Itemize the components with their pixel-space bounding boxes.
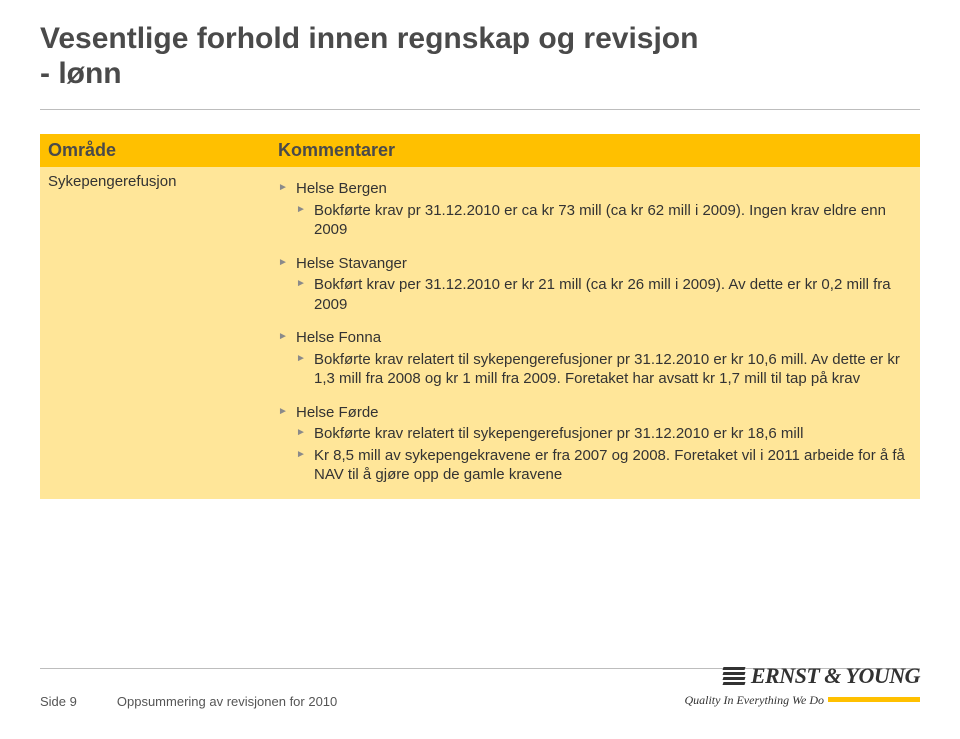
list-item: Bokførte krav pr 31.12.2010 er ca kr 73 … [278, 201, 906, 240]
table-header-right: Kommentarer [270, 134, 920, 167]
ey-logo: ERNST & YOUNG [723, 663, 920, 689]
list-item: Bokført krav per 31.12.2010 er kr 21 mil… [278, 275, 906, 314]
title-rule [40, 109, 920, 110]
list-item: Bokførte krav relatert til sykepengerefu… [278, 350, 906, 389]
table-header-row: Område Kommentarer [40, 134, 920, 167]
list-item: Kr 8,5 mill av sykepengekravene er fra 2… [278, 446, 906, 485]
footer-left: Side 9 Oppsummering av revisjonen for 20… [40, 694, 337, 709]
page-number: Side 9 [40, 694, 77, 709]
title-line2: - lønn [40, 57, 122, 90]
group-header: Helse Førde [278, 403, 906, 423]
ey-logo-block: ERNST & YOUNG Quality In Everything We D… [684, 663, 920, 709]
doc-title: Oppsummering av revisjonen for 2010 [117, 694, 337, 709]
ey-mark-icon [723, 667, 745, 685]
group-header: Helse Stavanger [278, 254, 906, 274]
row-label: Sykepengerefusjon [40, 173, 270, 487]
row-content: Helse Bergen Bokførte krav pr 31.12.2010… [270, 173, 920, 487]
title-line1: Vesentlige forhold innen regnskap og rev… [40, 22, 698, 55]
content-table: Område Kommentarer Sykepengerefusjon Hel… [40, 134, 920, 499]
table-header-left: Område [40, 134, 270, 167]
group-header: Helse Bergen [278, 179, 906, 199]
table-body-row: Sykepengerefusjon Helse Bergen Bokførte … [40, 167, 920, 499]
group-header: Helse Fonna [278, 328, 906, 348]
footer: Side 9 Oppsummering av revisjonen for 20… [40, 663, 920, 709]
ey-name: ERNST & YOUNG [751, 663, 920, 689]
list-item: Bokførte krav relatert til sykepengerefu… [278, 424, 906, 444]
ey-tagline-row: Quality In Everything We Do [684, 691, 920, 709]
page-title: Vesentlige forhold innen regnskap og rev… [40, 22, 920, 91]
slide-page: Vesentlige forhold innen regnskap og rev… [0, 0, 960, 739]
ey-tagline: Quality In Everything We Do [684, 693, 824, 707]
ey-tag-bar-icon [828, 697, 920, 702]
